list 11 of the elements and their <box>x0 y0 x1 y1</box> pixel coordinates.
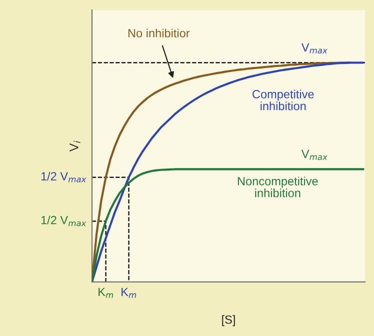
series-label: Noncompetitive inhibition <box>238 176 318 198</box>
y-axis-title: V$_{i}$ <box>70 140 80 152</box>
ref-line-label: 1/2 V$_{max}$ <box>41 172 86 182</box>
text: No inhibitior <box>128 28 190 38</box>
ref-line-label: 1/2 V$_{max}$ <box>41 216 86 226</box>
x-tick-label: K$_{m}$ <box>122 288 136 298</box>
annotation: V$_{max}$ <box>301 43 328 54</box>
x-tick-label: K$_{m}$ <box>98 288 114 298</box>
annotation: V$_{max}$ <box>301 150 328 160</box>
x-axis-title: [S] <box>222 315 235 326</box>
series-label: Competitive inhibition <box>252 90 314 110</box>
